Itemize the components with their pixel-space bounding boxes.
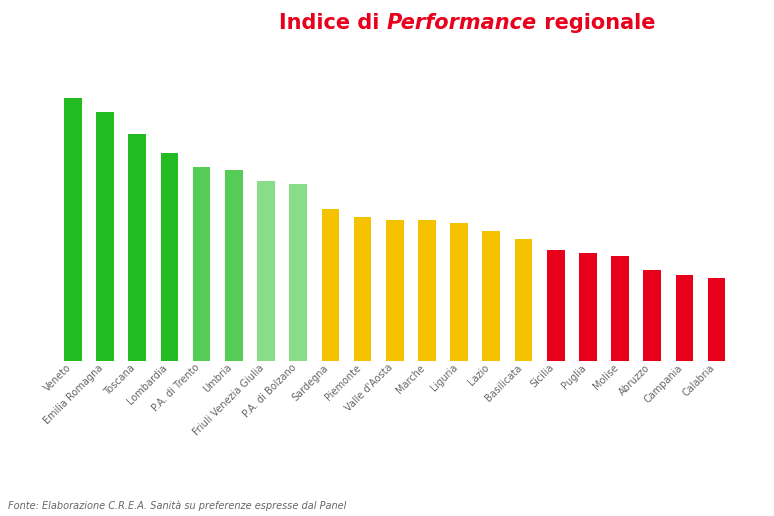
Bar (579, 253, 597, 361)
Bar (354, 217, 372, 361)
Bar (707, 278, 725, 361)
Bar (676, 276, 694, 361)
Text: regionale: regionale (537, 13, 656, 33)
Bar (257, 181, 275, 361)
Bar (450, 222, 468, 361)
Text: Fonte: Elaborazione C.R.E.A. Sanità su preferenze espresse dal Panel: Fonte: Elaborazione C.R.E.A. Sanità su p… (8, 501, 346, 511)
Bar (193, 167, 211, 361)
Bar (128, 134, 146, 361)
Bar (321, 209, 339, 361)
Text: Indice di: Indice di (279, 13, 387, 33)
Bar (96, 112, 114, 361)
Text: Performance: Performance (387, 13, 537, 33)
Bar (611, 256, 629, 361)
Bar (64, 98, 82, 361)
Bar (289, 184, 307, 361)
Bar (418, 220, 436, 361)
Bar (482, 231, 500, 361)
Bar (515, 239, 533, 361)
Bar (225, 170, 243, 361)
Bar (643, 270, 661, 361)
Bar (160, 153, 178, 361)
Bar (386, 220, 403, 361)
Bar (546, 250, 564, 361)
